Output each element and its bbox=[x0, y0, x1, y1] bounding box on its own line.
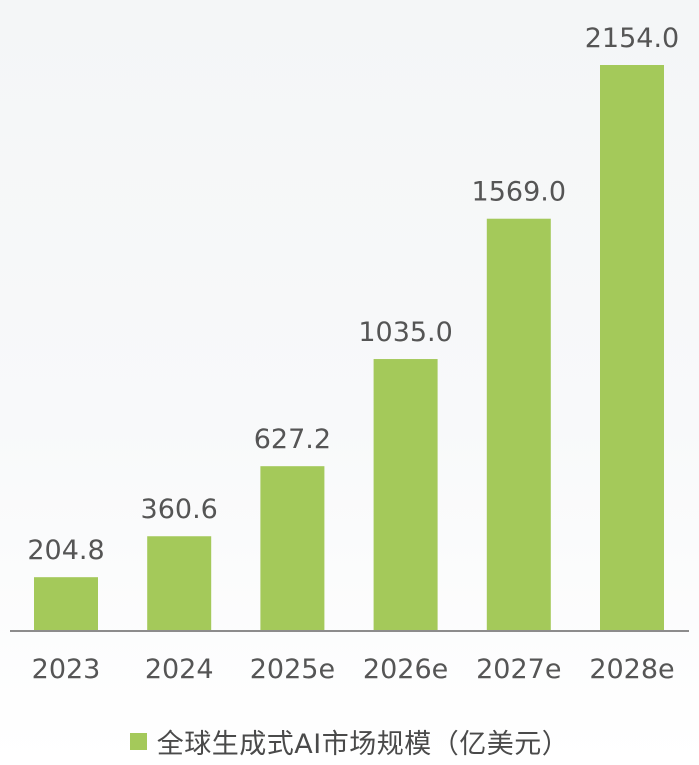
x-tick-label-2023: 2023 bbox=[32, 654, 101, 685]
x-tick-label-2028e: 2028e bbox=[589, 654, 674, 685]
bar-2028e bbox=[600, 65, 664, 631]
value-label-2023: 204.8 bbox=[27, 535, 104, 566]
bar-2027e bbox=[486, 218, 551, 631]
x-tick-label-2026e: 2026e bbox=[363, 654, 448, 685]
bar-2026e bbox=[373, 359, 438, 631]
x-tick-label-2027e: 2027e bbox=[476, 654, 561, 685]
value-label-2028e: 2154.0 bbox=[585, 23, 679, 54]
x-tick-label-2024: 2024 bbox=[145, 654, 214, 685]
legend-label: 全球生成式AI市场规模（亿美元） bbox=[156, 729, 570, 760]
legend-swatch bbox=[129, 733, 147, 750]
value-label-2027e: 1569.0 bbox=[472, 177, 566, 208]
bars-group bbox=[34, 65, 664, 631]
value-labels-group: 204.8 360.6 627.2 1035.0 1569.0 2154.0 bbox=[27, 23, 679, 566]
value-label-2025e: 627.2 bbox=[254, 424, 331, 455]
bar-2025e bbox=[260, 466, 325, 631]
value-label-2024: 360.6 bbox=[141, 494, 218, 525]
legend: 全球生成式AI市场规模（亿美元） bbox=[0, 722, 699, 761]
x-tick-labels-group: 2023 2024 2025e 2026e 2027e 2028e bbox=[32, 654, 675, 685]
value-label-2026e: 1035.0 bbox=[358, 317, 452, 348]
bar-2023 bbox=[34, 577, 98, 631]
x-tick-label-2025e: 2025e bbox=[250, 654, 335, 685]
bar-2024 bbox=[147, 536, 212, 631]
